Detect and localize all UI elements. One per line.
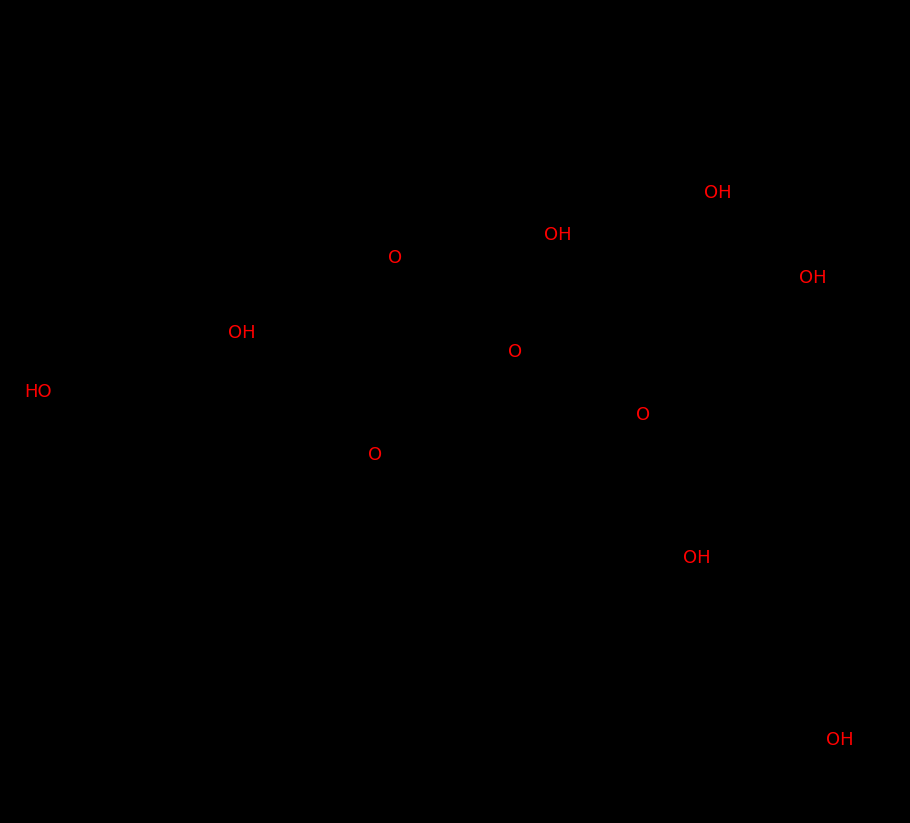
Text: OH: OH (826, 731, 854, 749)
Text: OH: OH (704, 184, 732, 202)
Text: HO: HO (25, 383, 52, 401)
Text: OH: OH (228, 324, 256, 342)
Text: O: O (368, 446, 382, 464)
Text: OH: OH (683, 549, 711, 567)
Text: OH: OH (799, 269, 827, 287)
Text: OH: OH (544, 226, 571, 244)
Text: O: O (636, 406, 650, 424)
Text: O: O (388, 249, 402, 267)
Text: O: O (508, 343, 522, 361)
